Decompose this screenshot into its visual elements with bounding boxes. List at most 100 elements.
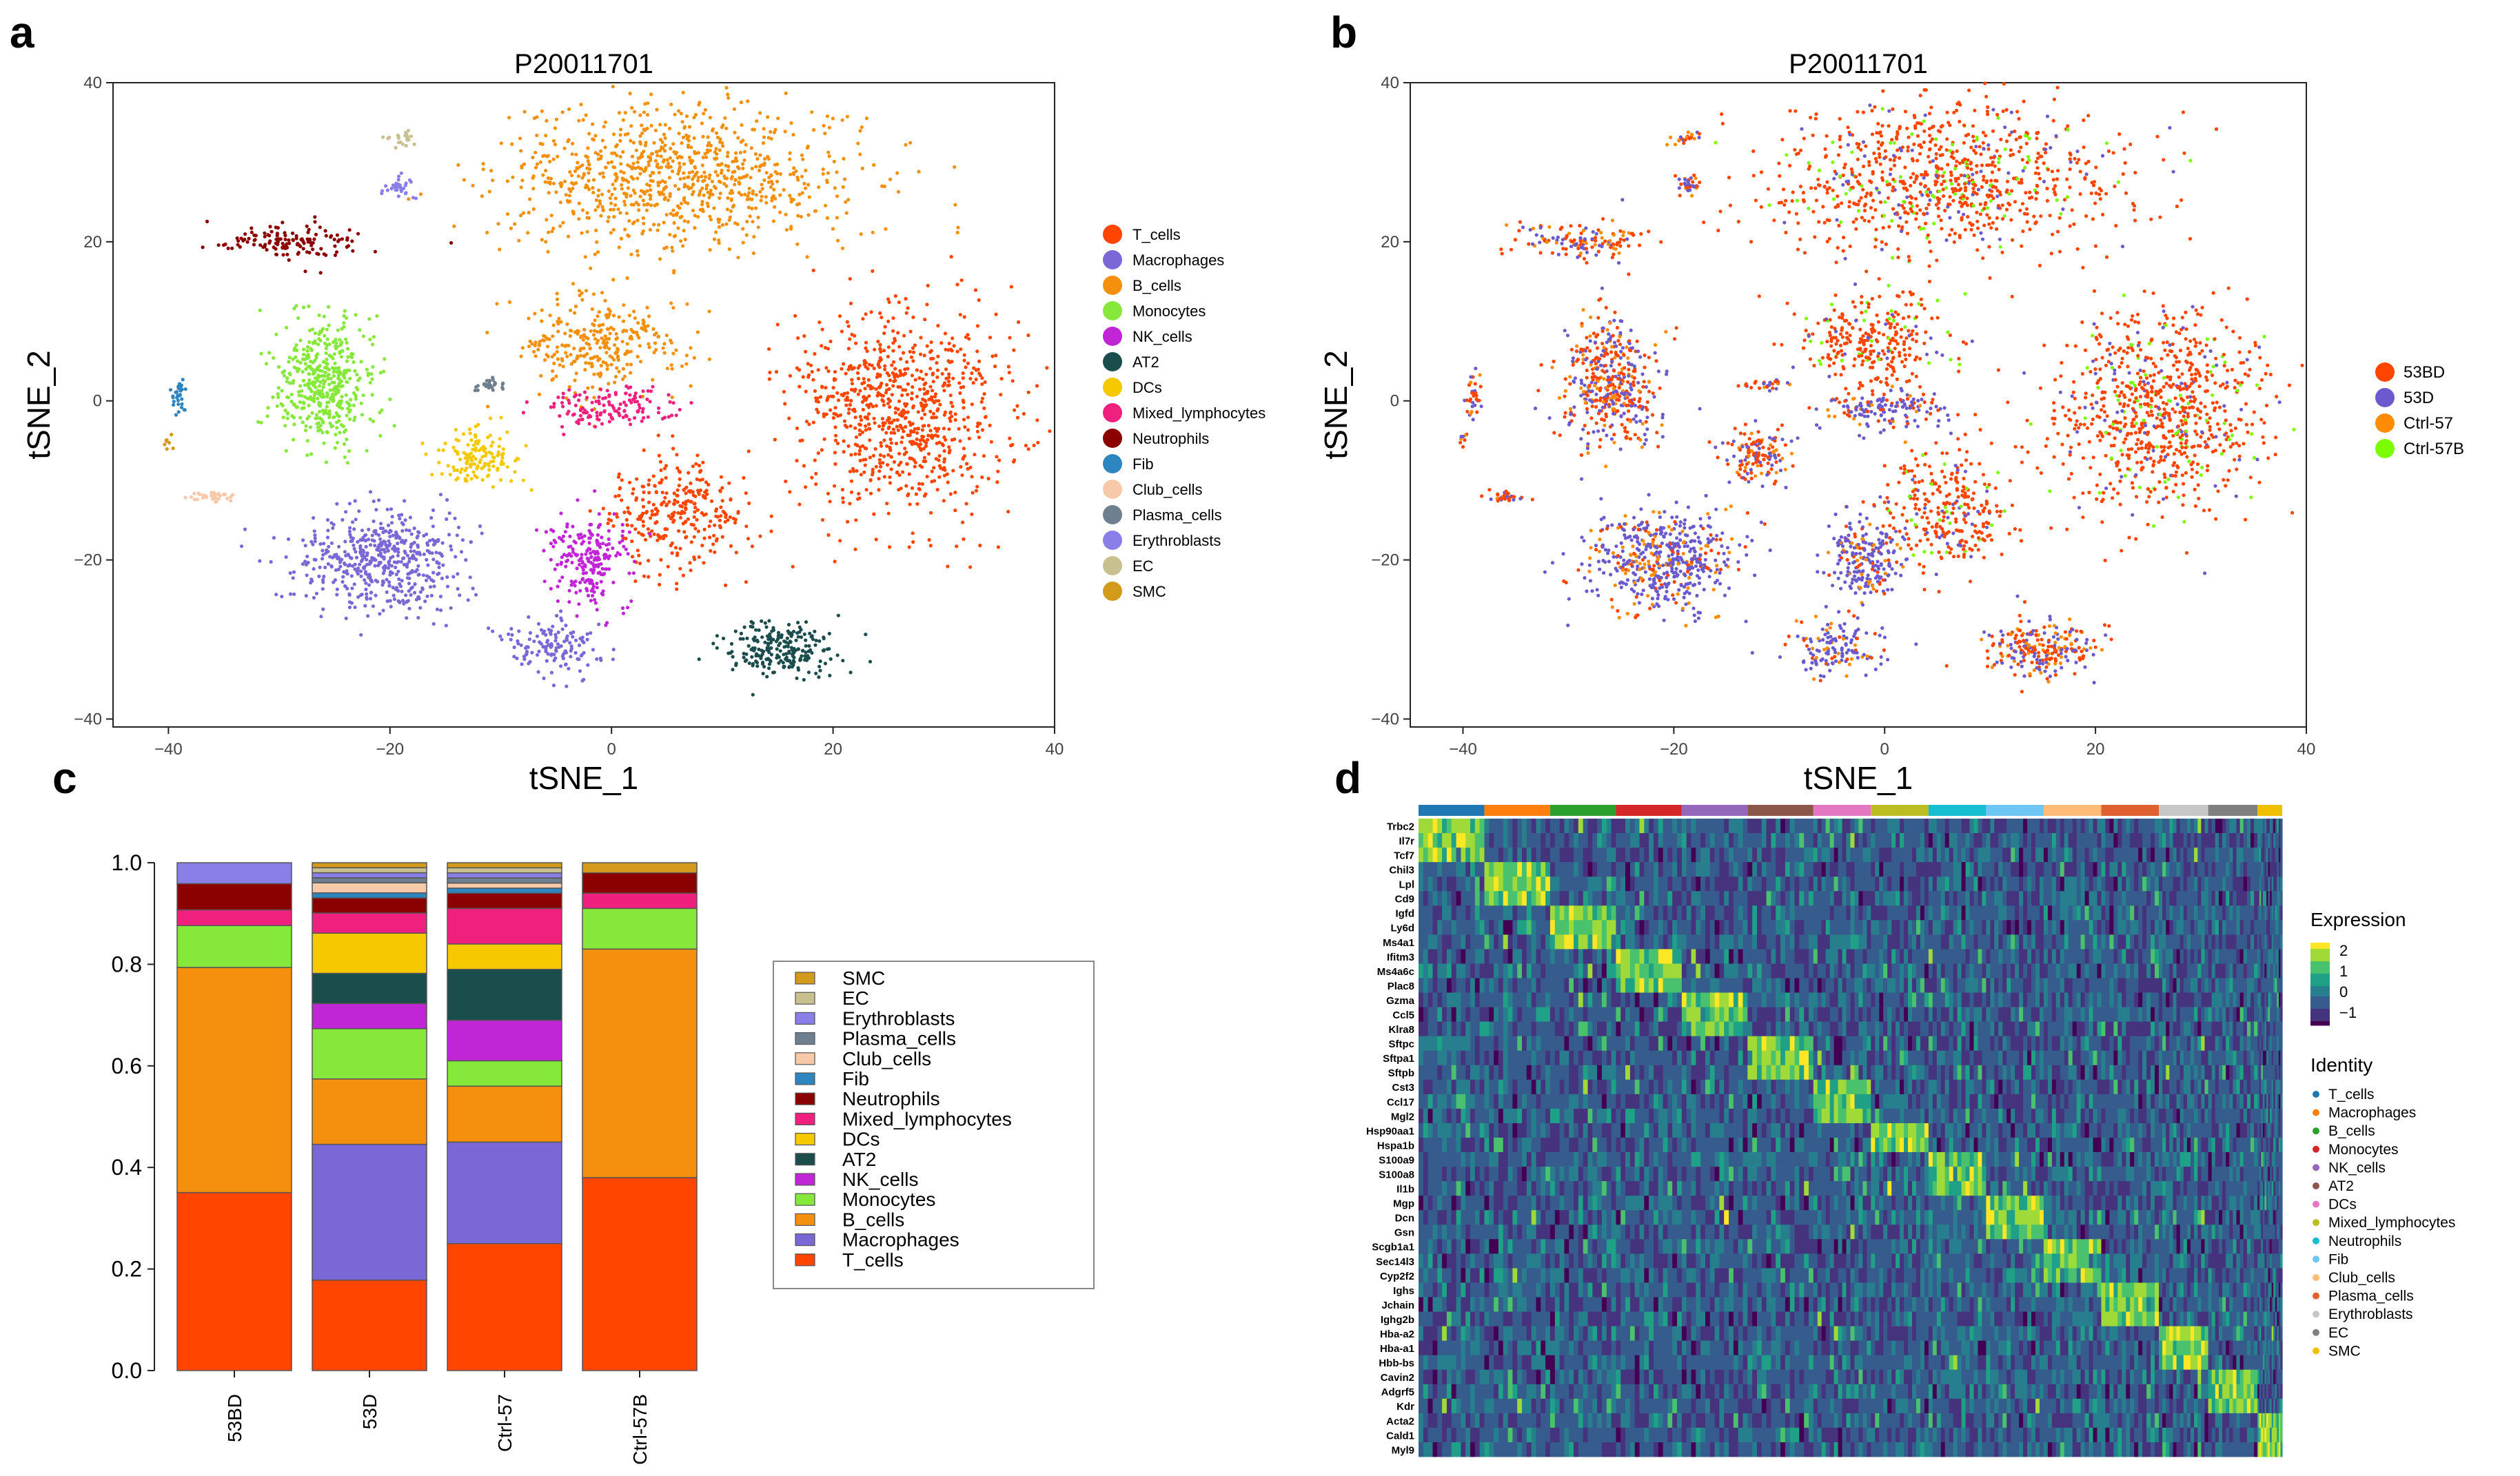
point: [573, 584, 577, 588]
point: [829, 339, 833, 344]
point: [744, 524, 749, 529]
point: [550, 229, 554, 234]
point: [537, 392, 542, 397]
point: [644, 208, 649, 212]
point: [585, 211, 589, 215]
point: [326, 529, 330, 533]
point: [313, 340, 317, 345]
point: [645, 189, 649, 193]
point: [978, 544, 982, 548]
point: [811, 637, 815, 642]
point: [693, 510, 697, 514]
point: [676, 226, 680, 230]
point: [542, 580, 547, 584]
point: [889, 441, 893, 445]
point: [520, 178, 525, 183]
point: [288, 592, 293, 596]
point: [1942, 194, 1946, 198]
point: [407, 576, 411, 580]
point: [571, 141, 575, 145]
point: [403, 499, 407, 503]
point: [332, 370, 336, 374]
point: [709, 499, 714, 503]
point: [531, 155, 535, 160]
point: [887, 425, 891, 429]
point: [320, 557, 325, 561]
point: [2086, 114, 2091, 118]
point: [556, 357, 560, 361]
point: [742, 625, 746, 629]
point: [607, 393, 611, 397]
point: [667, 176, 672, 180]
point: [726, 96, 731, 100]
point: [695, 517, 699, 522]
point: [1948, 216, 1952, 220]
point: [425, 541, 429, 545]
point: [629, 422, 633, 427]
point: [595, 329, 599, 334]
point: [804, 349, 808, 353]
point: [851, 367, 855, 371]
point: [606, 219, 610, 223]
point: [1986, 105, 1990, 110]
point: [711, 542, 715, 546]
point: [877, 458, 882, 462]
point: [291, 238, 295, 243]
point: [588, 536, 593, 540]
point: [303, 383, 307, 387]
point: [712, 237, 717, 241]
point: [591, 356, 595, 360]
point: [1963, 227, 1967, 232]
point: [335, 233, 339, 237]
point: [825, 647, 830, 651]
point: [569, 554, 573, 558]
point: [814, 482, 818, 486]
point: [915, 368, 919, 372]
point: [620, 340, 624, 344]
point: [392, 593, 396, 597]
point: [572, 412, 576, 416]
point: [921, 397, 925, 401]
point: [389, 507, 394, 511]
point: [728, 515, 732, 520]
point: [733, 521, 737, 525]
point: [535, 133, 539, 138]
point: [922, 439, 926, 443]
point: [496, 453, 500, 458]
point: [728, 215, 732, 219]
point: [958, 391, 962, 396]
point: [1862, 218, 1867, 223]
point: [636, 218, 640, 223]
point: [706, 190, 710, 194]
point: [613, 203, 618, 207]
point: [749, 146, 753, 150]
point: [591, 137, 595, 141]
point: [360, 537, 365, 542]
point: [942, 427, 946, 431]
point: [890, 421, 894, 425]
point: [621, 118, 625, 122]
point: [858, 458, 862, 463]
point: [616, 358, 620, 362]
point: [623, 111, 627, 115]
point: [638, 172, 642, 176]
point: [723, 176, 727, 180]
point: [893, 338, 897, 342]
point: [429, 515, 434, 520]
point: [381, 531, 385, 535]
point: [820, 517, 825, 522]
point: [641, 318, 645, 322]
point: [1922, 129, 1927, 133]
point: [602, 553, 607, 557]
point: [601, 340, 605, 345]
point: [696, 175, 700, 180]
point: [339, 342, 343, 346]
point: [552, 352, 556, 357]
point: [873, 447, 877, 451]
point: [446, 464, 450, 468]
point: [844, 200, 848, 204]
point: [333, 553, 337, 557]
point: [784, 91, 788, 95]
point: [569, 631, 573, 635]
point: [751, 192, 755, 196]
